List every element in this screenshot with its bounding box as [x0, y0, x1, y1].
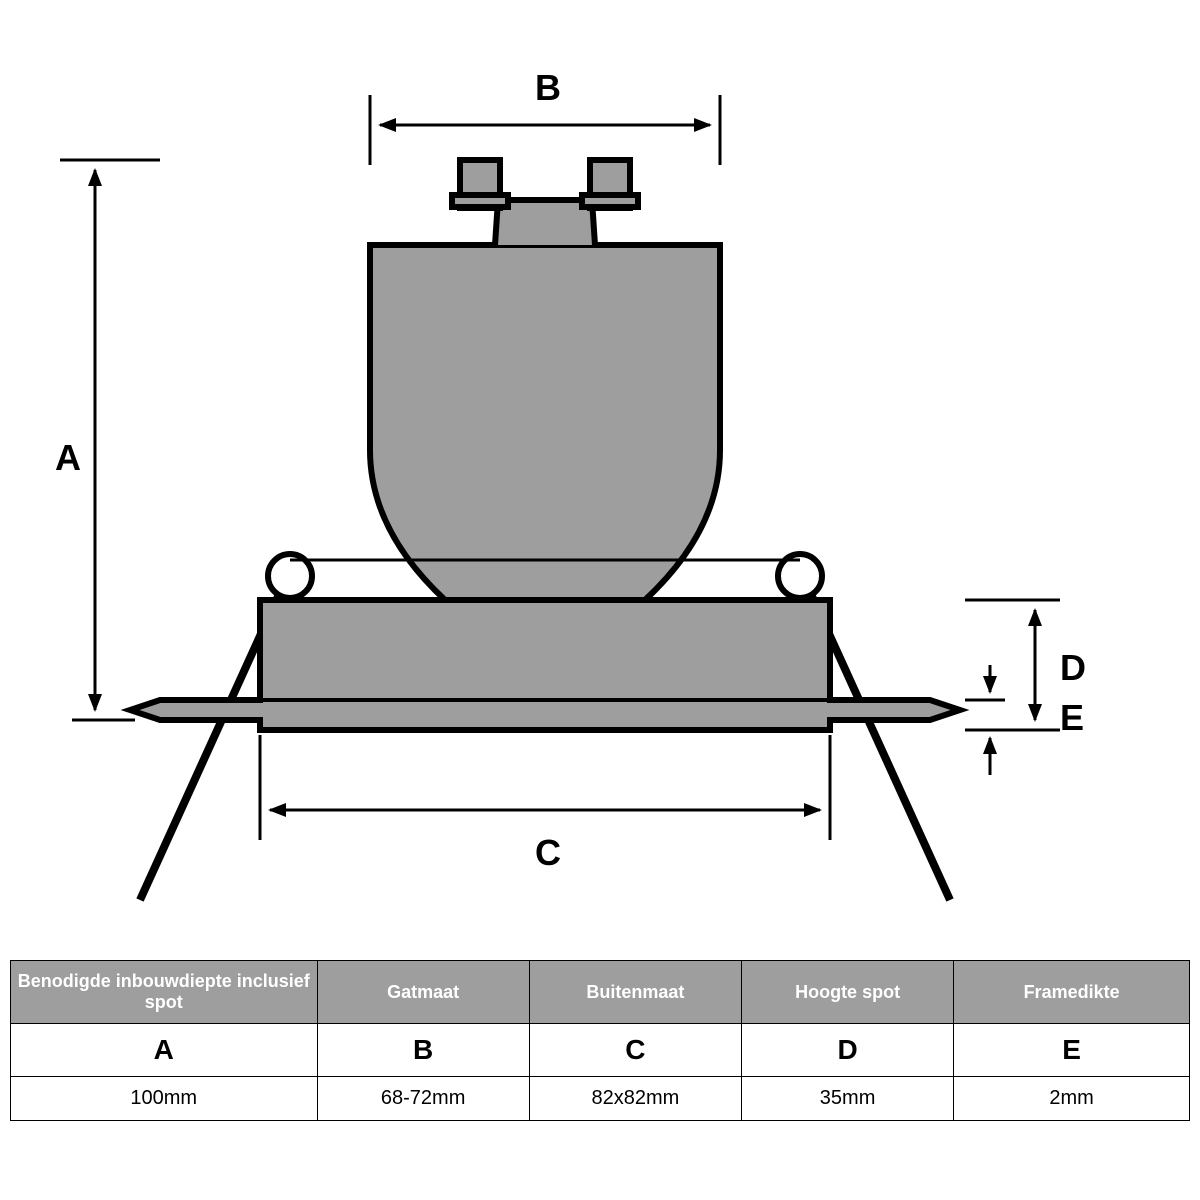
- dimension-table: Benodigde inbouwdiepte inclusief spot Ga…: [10, 960, 1190, 1121]
- col-header: Benodigde inbouwdiepte inclusief spot: [11, 961, 318, 1024]
- col-value: 35mm: [741, 1077, 953, 1121]
- col-letter: C: [529, 1024, 741, 1077]
- dim-label-d: D: [1060, 647, 1086, 688]
- dim-label-a: A: [55, 437, 81, 478]
- technical-diagram: A B C D E: [0, 0, 1200, 960]
- col-letter: D: [741, 1024, 953, 1077]
- col-value: 100mm: [11, 1077, 318, 1121]
- col-value: 2mm: [954, 1077, 1190, 1121]
- table-letter-row: A B C D E: [11, 1024, 1190, 1077]
- col-value: 68-72mm: [317, 1077, 529, 1121]
- col-header: Framedikte: [954, 961, 1190, 1024]
- table-header-row: Benodigde inbouwdiepte inclusief spot Ga…: [11, 961, 1190, 1024]
- dim-label-e: E: [1060, 697, 1084, 738]
- housing: [130, 600, 960, 730]
- dim-label-c: C: [535, 832, 561, 873]
- col-header: Hoogte spot: [741, 961, 953, 1024]
- col-value: 82x82mm: [529, 1077, 741, 1121]
- bulb-body: [370, 245, 720, 600]
- col-letter: E: [954, 1024, 1190, 1077]
- col-letter: B: [317, 1024, 529, 1077]
- col-letter: A: [11, 1024, 318, 1077]
- col-header: Gatmaat: [317, 961, 529, 1024]
- dim-label-b: B: [535, 67, 561, 108]
- table-value-row: 100mm 68-72mm 82x82mm 35mm 2mm: [11, 1077, 1190, 1121]
- col-header: Buitenmaat: [529, 961, 741, 1024]
